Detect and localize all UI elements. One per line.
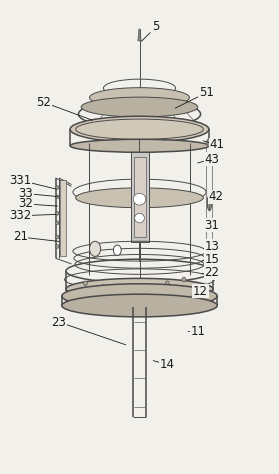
Text: 52: 52 xyxy=(36,96,51,109)
Polygon shape xyxy=(138,29,141,41)
Ellipse shape xyxy=(56,221,59,225)
Text: 41: 41 xyxy=(210,138,225,151)
Text: 51: 51 xyxy=(199,86,213,100)
Ellipse shape xyxy=(70,116,209,142)
Text: 15: 15 xyxy=(204,253,219,266)
Ellipse shape xyxy=(207,195,212,210)
Text: 14: 14 xyxy=(160,358,175,371)
Ellipse shape xyxy=(56,185,59,189)
Ellipse shape xyxy=(182,277,186,282)
Text: 33: 33 xyxy=(18,187,33,200)
Ellipse shape xyxy=(62,294,217,317)
Ellipse shape xyxy=(90,241,101,256)
Text: 43: 43 xyxy=(204,153,219,165)
Bar xyxy=(59,180,66,256)
Ellipse shape xyxy=(62,284,217,309)
Text: 42: 42 xyxy=(208,191,223,203)
Text: 31: 31 xyxy=(204,219,219,232)
Ellipse shape xyxy=(76,188,203,208)
Ellipse shape xyxy=(81,97,198,117)
Text: 23: 23 xyxy=(52,316,66,328)
Ellipse shape xyxy=(90,88,189,108)
Text: 22: 22 xyxy=(204,266,219,279)
Ellipse shape xyxy=(207,139,211,146)
Text: 32: 32 xyxy=(18,197,33,210)
Ellipse shape xyxy=(56,211,59,215)
Text: 332: 332 xyxy=(9,209,31,222)
Ellipse shape xyxy=(165,281,169,286)
Text: 331: 331 xyxy=(9,174,31,187)
Ellipse shape xyxy=(113,245,121,255)
Ellipse shape xyxy=(135,213,144,223)
Ellipse shape xyxy=(83,281,87,286)
Text: 21: 21 xyxy=(13,230,28,244)
Ellipse shape xyxy=(124,287,128,292)
Text: 12: 12 xyxy=(193,285,208,298)
Ellipse shape xyxy=(66,278,213,300)
Ellipse shape xyxy=(102,285,105,290)
Text: 5: 5 xyxy=(152,20,160,33)
Ellipse shape xyxy=(56,195,59,199)
Text: 11: 11 xyxy=(190,325,205,338)
Bar xyxy=(134,156,146,237)
Text: 13: 13 xyxy=(204,240,219,253)
Ellipse shape xyxy=(70,139,209,152)
Ellipse shape xyxy=(56,235,59,239)
Ellipse shape xyxy=(146,285,150,290)
Bar xyxy=(131,152,149,242)
Ellipse shape xyxy=(56,245,59,248)
Ellipse shape xyxy=(133,193,146,205)
